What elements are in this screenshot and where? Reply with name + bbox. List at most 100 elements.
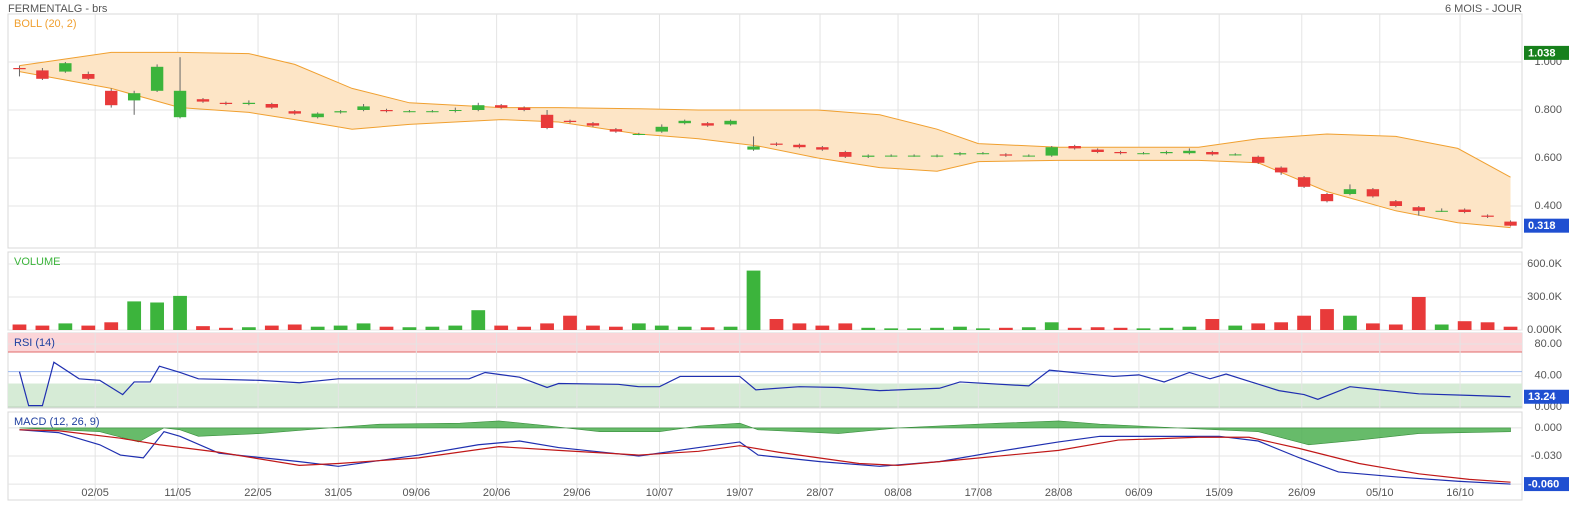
x-tick-label: 28/08 xyxy=(1045,487,1073,499)
candle-body xyxy=(609,129,623,132)
candle-body xyxy=(816,147,829,150)
candle-body xyxy=(1504,221,1517,226)
y-tick-label: 40.00 xyxy=(1534,370,1562,382)
candle-body xyxy=(517,107,531,110)
indicator-line xyxy=(19,429,1511,483)
x-tick-label: 09/06 xyxy=(403,487,431,499)
candle-body xyxy=(586,123,600,126)
volume-bar xyxy=(654,325,669,330)
candle-body xyxy=(1412,207,1425,211)
x-tick-label: 22/05 xyxy=(244,487,272,499)
bollinger-upper xyxy=(19,51,1511,178)
x-tick-label: 31/05 xyxy=(325,487,353,499)
volume-bar xyxy=(287,324,302,330)
volume-bar xyxy=(1113,327,1128,330)
volume-bar xyxy=(884,328,899,330)
volume-bar xyxy=(540,323,554,330)
candle-body xyxy=(1160,152,1173,154)
candle-body xyxy=(1458,209,1471,212)
candle-body xyxy=(1389,201,1403,206)
candle-body xyxy=(839,152,852,157)
value-badge xyxy=(1524,477,1569,492)
panel-title: BOLL (20, 2) xyxy=(14,18,77,30)
volume-bar xyxy=(333,325,348,330)
rsi-zone xyxy=(8,333,1522,352)
plot xyxy=(19,420,1511,485)
y-tick-label: 0.600 xyxy=(1534,152,1562,164)
candle-body xyxy=(426,111,439,113)
plot xyxy=(13,51,1517,229)
volume-bar xyxy=(12,324,27,330)
x-tick-label: 06/09 xyxy=(1125,487,1153,499)
volume-bar xyxy=(241,327,256,330)
volume-bar xyxy=(127,301,142,330)
volume-bar xyxy=(1297,315,1311,330)
x-tick-label: 16/10 xyxy=(1446,487,1474,499)
volume-bar xyxy=(150,302,164,330)
volume-bar xyxy=(1182,326,1197,330)
volume-bar xyxy=(563,315,577,330)
candle-body xyxy=(173,90,187,118)
candle-body xyxy=(1366,189,1380,197)
candle-body xyxy=(449,110,462,111)
volume-bar xyxy=(1480,322,1495,330)
volume-bar xyxy=(219,327,233,330)
volume-bar xyxy=(861,327,876,330)
volume-bar xyxy=(104,322,119,330)
y-tick-label: 0.000 xyxy=(1534,422,1562,434)
period-label: 6 MOIS - JOUR xyxy=(1445,3,1522,15)
volume-bar xyxy=(379,326,394,330)
candle-body xyxy=(13,68,26,70)
volume-bar xyxy=(1388,324,1403,330)
volume-bar xyxy=(677,326,692,330)
candle-body xyxy=(632,134,646,135)
candle-body xyxy=(655,126,668,132)
candle-body xyxy=(127,93,141,101)
value-badge xyxy=(1524,389,1569,404)
x-tick-label: 19/07 xyxy=(726,487,754,499)
rsi-zone xyxy=(8,383,1522,408)
candle-body xyxy=(242,102,256,104)
candle-body xyxy=(1114,152,1127,154)
x-tick-label: 08/08 xyxy=(884,487,912,499)
volume-bar xyxy=(631,323,646,330)
candle-body xyxy=(1252,156,1265,163)
candle-body xyxy=(150,66,164,91)
candle-body xyxy=(1022,155,1035,157)
candle-body xyxy=(563,120,577,122)
candle-body xyxy=(862,155,875,157)
candle-body xyxy=(1435,210,1448,212)
volume-bar xyxy=(998,327,1013,330)
volume-bar xyxy=(1136,328,1151,330)
x-tick-label: 15/09 xyxy=(1205,487,1233,499)
y-tick-label: 600.0K xyxy=(1527,258,1563,270)
candle-body xyxy=(1274,167,1288,173)
chart-title: FERMENTALG - brs xyxy=(8,3,108,15)
volume-bar xyxy=(609,326,623,330)
volume-bar xyxy=(1044,322,1059,330)
volume-bar xyxy=(264,325,279,330)
volume-bar xyxy=(1320,309,1334,330)
candle-body xyxy=(288,111,301,114)
candle-body xyxy=(793,144,806,148)
volume-bar xyxy=(792,323,807,330)
candle-body xyxy=(540,114,554,128)
candle-body xyxy=(976,153,990,155)
candle-body xyxy=(1045,147,1058,156)
volume-bar xyxy=(1228,325,1243,330)
candle-body xyxy=(1183,150,1196,154)
x-tick-label: 02/05 xyxy=(81,487,109,499)
candle-body xyxy=(1206,152,1219,155)
candle-body xyxy=(1481,215,1494,217)
volume-bar xyxy=(1274,322,1289,330)
value-badge xyxy=(1524,45,1569,60)
y-tick-label: -0.030 xyxy=(1531,450,1562,462)
candle-body xyxy=(999,154,1013,156)
candle-body xyxy=(907,155,921,157)
volume-bar xyxy=(448,325,463,330)
candle-body xyxy=(701,123,714,126)
value-badge-label: 13.24 xyxy=(1528,391,1556,403)
plot xyxy=(18,361,1511,407)
x-tick-label: 26/09 xyxy=(1288,487,1316,499)
candle-body xyxy=(59,63,72,72)
